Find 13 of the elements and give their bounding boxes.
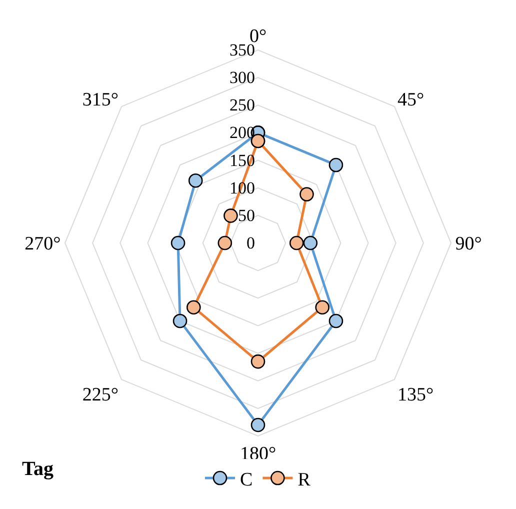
y-tick-label: 50 (238, 206, 255, 225)
legend-label: R (298, 469, 311, 490)
spoke-label: 315° (82, 90, 118, 111)
spoke-label: 135° (398, 384, 434, 406)
y-tick-label: 0 (246, 234, 255, 253)
text: Tag (22, 458, 54, 480)
spoke-label: 270° (24, 234, 61, 255)
spoke-label: 90° (455, 234, 482, 255)
legend-label: C (240, 469, 253, 490)
spoke-label: 225° (82, 384, 118, 406)
spoke-label: 45° (398, 90, 424, 111)
y-tick-label: 300 (229, 68, 255, 88)
y-tick-label: 250 (229, 96, 255, 115)
